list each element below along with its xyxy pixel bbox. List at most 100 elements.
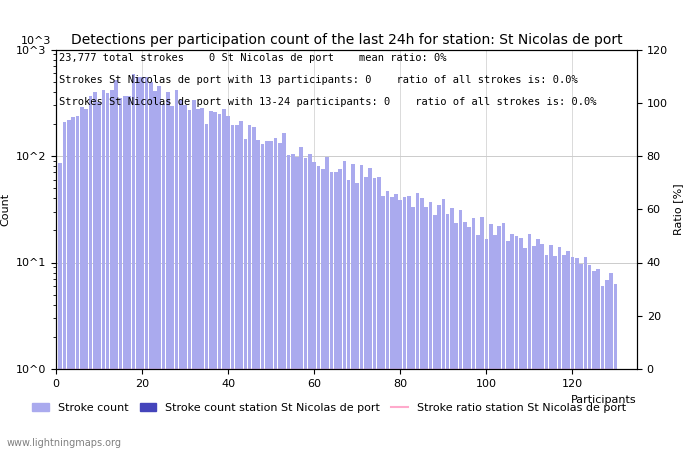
Bar	[416, 194, 419, 450]
Bar	[372, 178, 377, 450]
Bar	[540, 244, 544, 450]
Bar	[205, 124, 209, 450]
Bar	[196, 109, 200, 450]
Bar	[506, 241, 510, 450]
Bar	[316, 166, 321, 450]
Bar	[188, 110, 191, 450]
Stroke ratio station St Nicolas de port	[611, 366, 620, 372]
Bar	[144, 77, 148, 450]
Bar	[252, 127, 256, 450]
Bar	[132, 74, 135, 450]
Y-axis label: Count: Count	[0, 193, 10, 226]
Bar	[368, 168, 372, 450]
Bar	[239, 121, 243, 450]
Bar	[286, 155, 290, 450]
Text: www.lightningmaps.org: www.lightningmaps.org	[7, 438, 122, 448]
Bar	[498, 226, 501, 450]
Bar	[438, 205, 441, 450]
Bar	[136, 77, 139, 450]
Bar	[377, 176, 381, 450]
Bar	[394, 194, 398, 450]
Bar	[162, 104, 165, 450]
Bar	[175, 90, 178, 450]
Bar	[528, 234, 531, 450]
Bar	[149, 82, 153, 450]
Bar	[433, 215, 437, 450]
Bar	[450, 208, 454, 450]
Bar	[308, 154, 312, 450]
Bar	[532, 246, 536, 450]
Bar	[446, 214, 449, 450]
Bar	[59, 162, 62, 450]
Bar	[424, 207, 428, 450]
Bar	[244, 139, 247, 450]
Bar	[282, 133, 286, 450]
Bar	[398, 200, 402, 450]
Bar	[575, 258, 579, 450]
Bar	[605, 280, 609, 450]
Stroke ratio station St Nicolas de port	[542, 366, 551, 372]
Bar	[63, 122, 66, 450]
Bar	[502, 223, 505, 450]
Bar	[321, 169, 325, 450]
Bar	[200, 108, 204, 450]
Bar	[596, 269, 600, 450]
Bar	[570, 256, 574, 450]
Bar	[84, 109, 88, 450]
Bar	[472, 218, 475, 450]
Bar	[209, 111, 213, 450]
Bar	[609, 273, 613, 450]
Bar	[493, 235, 497, 450]
Bar	[524, 248, 527, 450]
Bar	[334, 172, 337, 450]
Bar	[218, 114, 221, 450]
Bar	[584, 256, 587, 450]
Bar	[601, 286, 604, 450]
Bar	[230, 126, 235, 450]
Bar	[270, 141, 273, 450]
Bar	[614, 284, 617, 450]
Bar	[278, 143, 281, 450]
Bar	[579, 264, 583, 450]
Bar	[364, 177, 368, 450]
Bar	[346, 180, 351, 450]
Bar	[510, 234, 514, 450]
Bar	[545, 255, 549, 450]
Bar	[106, 93, 109, 450]
Stroke ratio station St Nicolas de port	[56, 366, 64, 372]
Bar	[102, 90, 105, 450]
Bar	[476, 235, 480, 450]
Bar	[312, 162, 316, 450]
Bar	[192, 100, 195, 450]
Bar	[300, 147, 303, 450]
Bar	[226, 116, 230, 450]
Bar	[382, 196, 385, 450]
Bar	[170, 107, 174, 450]
Bar	[166, 93, 169, 450]
Text: Participants: Participants	[571, 395, 637, 405]
Bar	[356, 184, 359, 450]
Bar	[260, 144, 265, 450]
Bar	[119, 99, 122, 450]
Bar	[558, 248, 561, 450]
Bar	[214, 112, 217, 450]
Bar	[256, 140, 260, 450]
Bar	[248, 125, 251, 450]
Legend: Stroke count, Stroke count station St Nicolas de port, Stroke ratio station St N: Stroke count, Stroke count station St Ni…	[28, 399, 630, 418]
Stroke ratio station St Nicolas de port	[82, 366, 90, 372]
Bar	[265, 140, 269, 450]
Bar	[549, 245, 553, 450]
Bar	[566, 251, 570, 450]
Bar	[480, 217, 484, 450]
Bar	[110, 90, 114, 450]
Bar	[274, 138, 277, 450]
Bar	[454, 223, 458, 450]
Text: 23,777 total strokes    0 St Nicolas de port    mean ratio: 0%: 23,777 total strokes 0 St Nicolas de por…	[59, 53, 447, 63]
Bar	[93, 92, 97, 450]
Bar	[536, 239, 540, 450]
Bar	[123, 96, 127, 450]
Stroke ratio station St Nicolas de port	[564, 366, 573, 372]
Bar	[114, 81, 118, 450]
Bar	[412, 207, 415, 450]
Bar	[588, 265, 592, 450]
